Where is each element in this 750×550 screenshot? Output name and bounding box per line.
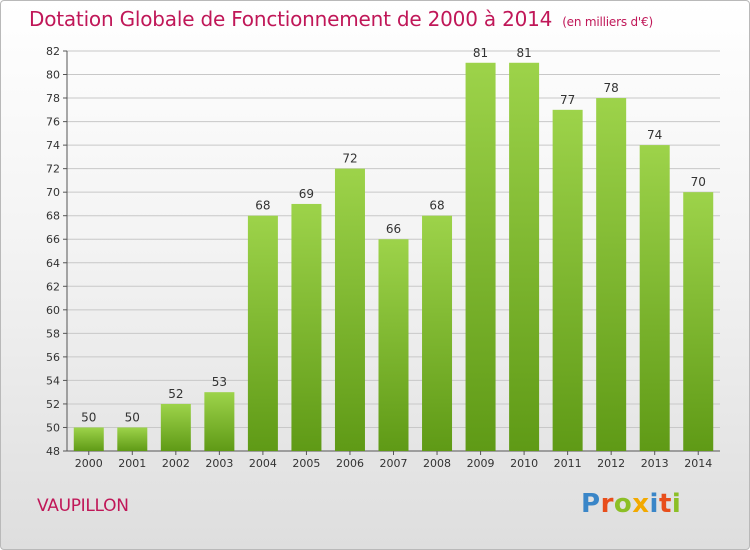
- data-label: 77: [560, 93, 575, 107]
- x-tick-label: 2001: [118, 457, 146, 470]
- data-label: 50: [125, 410, 140, 424]
- y-tick-label: 48: [46, 445, 60, 458]
- data-label: 69: [299, 187, 314, 201]
- x-tick-label: 2000: [75, 457, 103, 470]
- bar-2009: [465, 62, 496, 451]
- y-tick-label: 60: [46, 304, 60, 317]
- x-tick-label: 2013: [641, 457, 669, 470]
- y-tick-label: 64: [46, 257, 60, 270]
- bar-2008: [422, 215, 453, 451]
- y-tick-label: 78: [46, 92, 60, 105]
- data-label: 74: [647, 128, 662, 142]
- logo-letter: o: [613, 489, 633, 519]
- data-label: 53: [212, 375, 227, 389]
- x-tick-label: 2006: [336, 457, 364, 470]
- logo-letter: i: [649, 489, 659, 519]
- bar-2003: [204, 392, 235, 451]
- y-tick-label: 80: [46, 69, 60, 82]
- proxiti-logo[interactable]: Proxiti: [581, 489, 681, 519]
- bar-2002: [160, 403, 191, 451]
- bar-2012: [596, 98, 627, 451]
- x-tick-label: 2011: [554, 457, 582, 470]
- bar-2004: [247, 215, 278, 451]
- bar-2011: [552, 109, 583, 451]
- bar-2010: [509, 62, 540, 451]
- y-tick-label: 66: [46, 233, 60, 246]
- commune-name: VAUPILLON: [37, 496, 129, 516]
- y-tick-label: 52: [46, 398, 60, 411]
- bar-2014: [683, 192, 714, 452]
- x-tick-label: 2007: [380, 457, 408, 470]
- y-tick-label: 70: [46, 186, 60, 199]
- data-label: 68: [255, 199, 270, 213]
- y-tick-label: 54: [46, 374, 60, 387]
- x-tick-label: 2014: [684, 457, 712, 470]
- x-tick-label: 2002: [162, 457, 190, 470]
- y-tick-label: 58: [46, 327, 60, 340]
- bar-2005: [291, 203, 322, 451]
- logo-letter: x: [632, 489, 650, 519]
- logo-letter: r: [600, 489, 614, 519]
- data-label: 78: [604, 81, 619, 95]
- x-tick-label: 2012: [597, 457, 625, 470]
- x-tick-label: 2004: [249, 457, 277, 470]
- data-label: 52: [168, 387, 183, 401]
- y-tick-label: 82: [46, 45, 60, 58]
- x-tick-label: 2010: [510, 457, 538, 470]
- data-label: 66: [386, 222, 401, 236]
- y-tick-label: 74: [46, 139, 60, 152]
- data-label: 70: [691, 175, 706, 189]
- y-tick-label: 62: [46, 280, 60, 293]
- data-label: 50: [81, 410, 96, 424]
- y-tick-label: 76: [46, 116, 60, 129]
- bar-2006: [334, 168, 365, 451]
- y-tick-label: 72: [46, 163, 60, 176]
- y-tick-label: 50: [46, 421, 60, 434]
- bar-2007: [378, 239, 409, 451]
- x-tick-label: 2003: [205, 457, 233, 470]
- logo-letter: P: [581, 489, 601, 519]
- x-tick-label: 2005: [292, 457, 320, 470]
- chart-title: Dotation Globale de Fonctionnement de 20…: [29, 7, 653, 31]
- data-label: 81: [516, 46, 531, 60]
- bar-2000: [73, 427, 104, 451]
- bar-2001: [117, 427, 148, 451]
- bar-2013: [639, 145, 670, 451]
- data-label: 81: [473, 46, 488, 60]
- logo-letter: i: [671, 489, 682, 519]
- data-label: 72: [342, 152, 357, 166]
- data-label: 68: [429, 199, 444, 213]
- x-tick-label: 2008: [423, 457, 451, 470]
- logo-letter: t: [658, 489, 672, 519]
- y-tick-label: 68: [46, 210, 60, 223]
- chart-title-text: Dotation Globale de Fonctionnement de 20…: [29, 7, 553, 31]
- x-tick-label: 2009: [467, 457, 495, 470]
- chart-subtitle: (en milliers d'€): [562, 15, 653, 29]
- y-tick-label: 56: [46, 351, 60, 364]
